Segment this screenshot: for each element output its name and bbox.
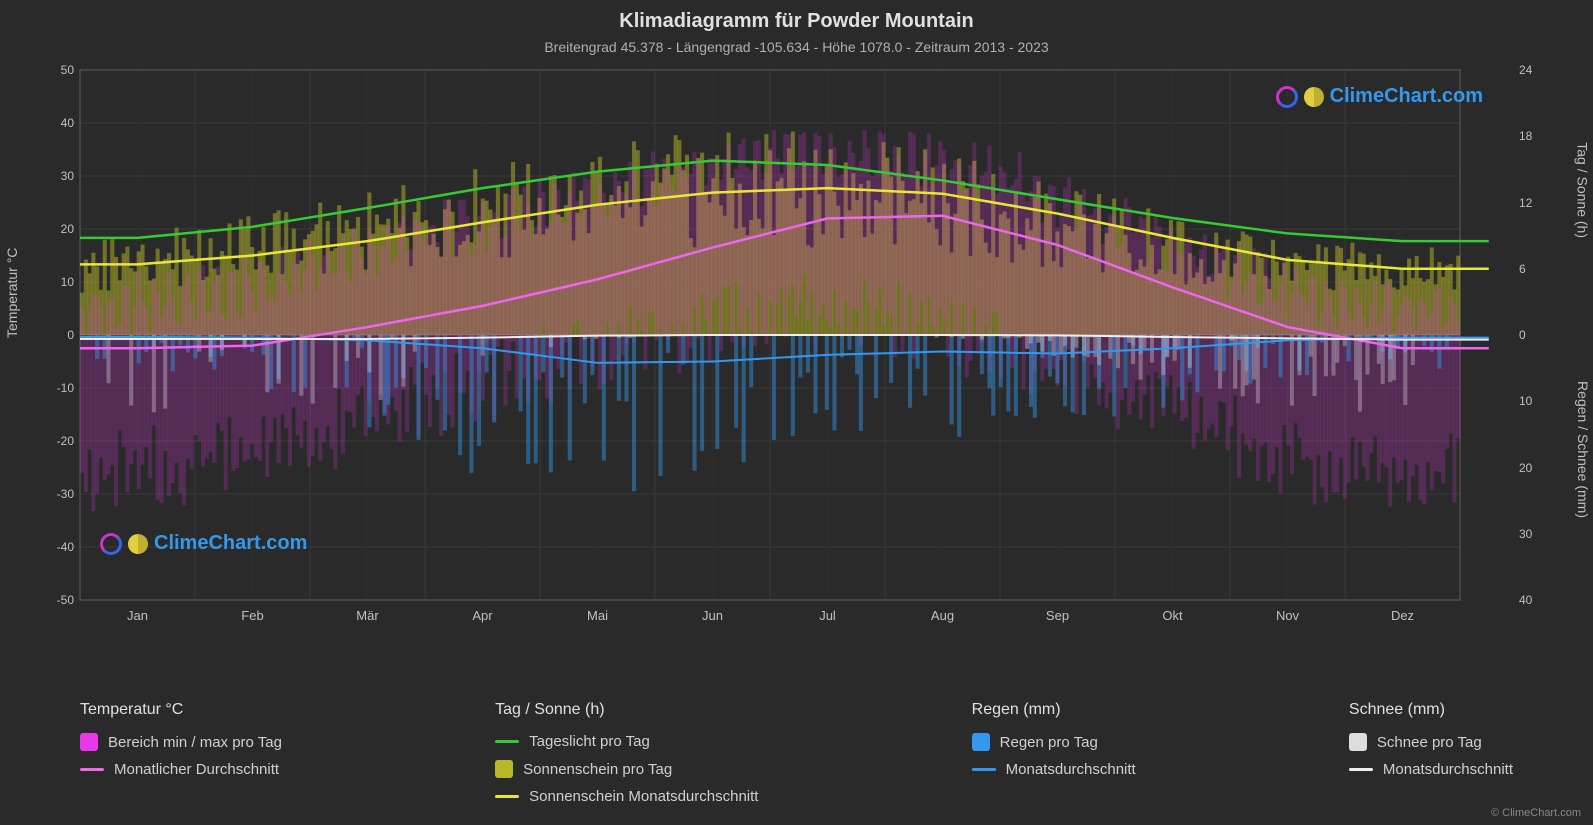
x-tick-month: Mär bbox=[348, 608, 388, 623]
legend-item: Bereich min / max pro Tag bbox=[80, 733, 282, 751]
legend-header: Regen (mm) bbox=[972, 701, 1136, 719]
y-tick-right-precip: 30 bbox=[1519, 527, 1543, 541]
x-tick-month: Aug bbox=[923, 608, 963, 623]
legend-column: Regen (mm) Regen pro Tag Monatsdurchschnit… bbox=[972, 701, 1136, 805]
legend-label: Monatlicher Durchschnitt bbox=[114, 761, 279, 778]
legend-header: Schnee (mm) bbox=[1349, 701, 1513, 719]
legend: Temperatur °C Bereich min / max pro Tag Mo… bbox=[80, 701, 1513, 805]
y-tick-left: -40 bbox=[50, 540, 74, 554]
x-tick-month: Mai bbox=[578, 608, 618, 623]
legend-item: Monatlicher Durchschnitt bbox=[80, 761, 282, 778]
x-tick-month: Apr bbox=[463, 608, 503, 623]
legend-item: Monatsdurchschnitt bbox=[1349, 761, 1513, 778]
legend-swatch-icon bbox=[80, 733, 98, 751]
y-tick-right-precip: 10 bbox=[1519, 394, 1543, 408]
climate-chart: Klimadiagramm für Powder Mountain Breite… bbox=[0, 0, 1593, 825]
logo-sun-icon bbox=[1304, 87, 1324, 107]
legend-line-icon bbox=[495, 740, 519, 743]
legend-column: Schnee (mm) Schnee pro Tag Monatsdurchschn… bbox=[1349, 701, 1513, 805]
y-tick-right-hours: 12 bbox=[1519, 196, 1543, 210]
legend-line-icon bbox=[972, 768, 996, 771]
legend-item: Regen pro Tag bbox=[972, 733, 1136, 751]
y-tick-right-precip: 40 bbox=[1519, 593, 1543, 607]
legend-item: Sonnenschein Monatsdurchschnitt bbox=[495, 788, 758, 805]
legend-swatch-icon bbox=[1349, 733, 1367, 751]
legend-label: Sonnenschein pro Tag bbox=[523, 761, 672, 778]
y-tick-right-hours: 6 bbox=[1519, 262, 1543, 276]
legend-label: Bereich min / max pro Tag bbox=[108, 734, 282, 751]
legend-label: Monatsdurchschnitt bbox=[1006, 761, 1136, 778]
copyright-label: © ClimeChart.com bbox=[1491, 807, 1581, 819]
logo-ring-icon bbox=[1276, 86, 1298, 108]
legend-label: Sonnenschein Monatsdurchschnitt bbox=[529, 788, 758, 805]
y-tick-left: 10 bbox=[50, 275, 74, 289]
y-tick-left: -10 bbox=[50, 381, 74, 395]
legend-item: Monatsdurchschnitt bbox=[972, 761, 1136, 778]
y-tick-left: 50 bbox=[50, 63, 74, 77]
legend-line-icon bbox=[1349, 768, 1373, 771]
x-tick-month: Sep bbox=[1038, 608, 1078, 623]
y-tick-left: 40 bbox=[50, 116, 74, 130]
x-tick-month: Okt bbox=[1153, 608, 1193, 623]
legend-label: Schnee pro Tag bbox=[1377, 734, 1482, 751]
y-tick-left: -20 bbox=[50, 434, 74, 448]
y-tick-left: 20 bbox=[50, 222, 74, 236]
legend-swatch-icon bbox=[495, 760, 513, 778]
x-tick-month: Jan bbox=[118, 608, 158, 623]
x-tick-month: Nov bbox=[1268, 608, 1308, 623]
watermark-text: ClimeChart.com bbox=[1330, 85, 1483, 108]
legend-label: Monatsdurchschnitt bbox=[1383, 761, 1513, 778]
y-tick-left: 0 bbox=[50, 328, 74, 342]
x-tick-month: Feb bbox=[233, 608, 273, 623]
y-tick-right-precip: 20 bbox=[1519, 461, 1543, 475]
x-tick-month: Jun bbox=[693, 608, 733, 623]
y-tick-left: -30 bbox=[50, 487, 74, 501]
y-tick-right-hours: 18 bbox=[1519, 129, 1543, 143]
legend-column: Tag / Sonne (h) Tageslicht pro Tag Sonnens… bbox=[495, 701, 758, 805]
legend-header: Temperatur °C bbox=[80, 701, 282, 719]
x-tick-month: Dez bbox=[1383, 608, 1423, 623]
legend-line-icon bbox=[495, 795, 519, 798]
logo-sun-icon bbox=[128, 534, 148, 554]
y-tick-right-hours: 0 bbox=[1519, 328, 1543, 342]
y-tick-right-hours: 24 bbox=[1519, 63, 1543, 77]
legend-column: Temperatur °C Bereich min / max pro Tag Mo… bbox=[80, 701, 282, 805]
legend-label: Tageslicht pro Tag bbox=[529, 733, 650, 750]
x-tick-month: Jul bbox=[808, 608, 848, 623]
legend-header: Tag / Sonne (h) bbox=[495, 701, 758, 719]
watermark-top: ClimeChart.com bbox=[1276, 85, 1483, 108]
legend-item: Schnee pro Tag bbox=[1349, 733, 1513, 751]
watermark-bottom: ClimeChart.com bbox=[100, 532, 307, 555]
legend-line-icon bbox=[80, 768, 104, 771]
y-tick-left: -50 bbox=[50, 593, 74, 607]
legend-item: Tageslicht pro Tag bbox=[495, 733, 758, 750]
watermark-text: ClimeChart.com bbox=[154, 532, 307, 555]
legend-item: Sonnenschein pro Tag bbox=[495, 760, 758, 778]
y-tick-left: 30 bbox=[50, 169, 74, 183]
legend-label: Regen pro Tag bbox=[1000, 734, 1098, 751]
logo-ring-icon bbox=[100, 533, 122, 555]
legend-swatch-icon bbox=[972, 733, 990, 751]
